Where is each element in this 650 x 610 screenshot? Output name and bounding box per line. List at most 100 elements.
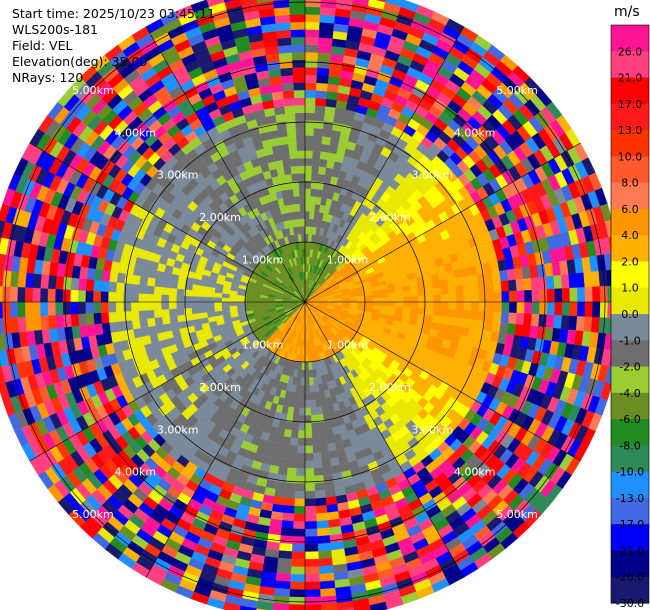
velocity-gate (323, 121, 334, 131)
velocity-gate (177, 320, 187, 329)
velocity-gate (17, 271, 27, 288)
velocity-gate (317, 550, 333, 560)
velocity-gate (403, 301, 412, 308)
velocity-gate (394, 286, 404, 293)
velocity-gate (365, 301, 374, 306)
velocity-gate (372, 297, 381, 303)
velocity-gate (304, 392, 311, 401)
velocity-gate (289, 150, 298, 160)
velocity-gate (315, 406, 323, 416)
velocity-gate (294, 490, 306, 500)
velocity-gate (318, 428, 327, 438)
velocity-gate (308, 369, 314, 378)
velocity-gate (273, 0, 286, 1)
velocity-gate (302, 256, 306, 265)
velocity-gate (287, 135, 297, 145)
velocity-gate (304, 6, 321, 15)
velocity-gate (319, 6, 337, 17)
velocity-gate (292, 521, 306, 530)
velocity-gate (545, 275, 555, 290)
velocity-gate (319, 151, 329, 161)
velocity-gate (311, 165, 320, 175)
velocity-gate (430, 273, 440, 283)
velocity-gate (309, 203, 316, 212)
velocity-gate (70, 313, 80, 327)
velocity-gate (301, 233, 306, 242)
velocity-gate (539, 301, 548, 315)
velocity-gate (300, 385, 306, 394)
velocity-gate (131, 319, 141, 330)
velocity-gate (304, 89, 317, 99)
velocity-gate (290, 165, 299, 175)
velocity-gate (304, 536, 318, 545)
velocity-gate (40, 315, 50, 330)
velocity-gate (9, 286, 18, 303)
velocity-gate (161, 308, 170, 318)
velocity-gate (318, 557, 333, 567)
velocity-gate (168, 294, 177, 303)
velocity-gate (17, 286, 26, 303)
velocity-gate (546, 301, 556, 316)
velocity-gate (431, 280, 441, 289)
velocity-gate (191, 312, 201, 320)
velocity-gate (85, 278, 95, 292)
velocity-gate (425, 308, 434, 316)
velocity-gate (54, 288, 64, 303)
velocity-gate (206, 296, 215, 303)
velocity-gate (275, 572, 291, 582)
velocity-gate (130, 310, 140, 321)
velocity-gate (296, 150, 306, 159)
velocity-gate (312, 444, 321, 454)
velocity-gate (107, 301, 117, 313)
velocity-gate (280, 67, 294, 77)
velocity-gate (277, 44, 293, 54)
velocity-gate (295, 468, 306, 477)
velocity-gate (304, 369, 310, 378)
velocity-gate (274, 14, 291, 24)
velocity-gate (577, 301, 586, 317)
velocity-gate (592, 301, 601, 318)
velocity-gate (380, 301, 389, 307)
velocity-gate (304, 82, 317, 91)
velocity-gate (300, 226, 306, 235)
velocity-gate (123, 282, 132, 294)
velocity-gate (297, 233, 302, 242)
velocity-gate (39, 287, 49, 303)
velocity-gate (561, 287, 571, 303)
velocity-gate (314, 490, 326, 499)
velocity-gate (568, 315, 578, 331)
velocity-gate (485, 311, 495, 322)
velocity-gate (304, 67, 318, 76)
velocity-gate (493, 311, 502, 323)
velocity-gate (294, 483, 306, 492)
velocity-gate (321, 458, 332, 468)
velocity-gate (462, 310, 472, 320)
velocity-gate (153, 286, 163, 295)
velocity-gate (336, 600, 354, 610)
velocity-gate (279, 143, 290, 153)
velocity-gate (304, 150, 314, 159)
velocity-gate (115, 282, 125, 293)
velocity-gate (313, 127, 324, 137)
velocity-gate (294, 112, 306, 121)
velocity-gate (304, 581, 321, 590)
velocity-gate (271, 503, 284, 513)
velocity-gate (493, 281, 502, 293)
velocity-gate (32, 273, 42, 289)
velocity-gate (139, 275, 149, 286)
velocity-gate (300, 369, 306, 378)
velocity-gate (70, 277, 80, 291)
velocity-gate (281, 512, 295, 522)
velocity-gate (239, 605, 257, 610)
velocity-gate (281, 443, 291, 453)
velocity-gate (273, 595, 290, 605)
velocity-gate (561, 301, 571, 317)
velocity-gate (304, 468, 315, 477)
velocity-gate (313, 467, 324, 477)
velocity-gate (288, 143, 298, 152)
velocity-gate (139, 318, 149, 329)
velocity-gate (116, 320, 126, 332)
velocity-gate (304, 528, 318, 537)
velocity-gate (176, 314, 186, 323)
velocity-gate (292, 407, 300, 416)
